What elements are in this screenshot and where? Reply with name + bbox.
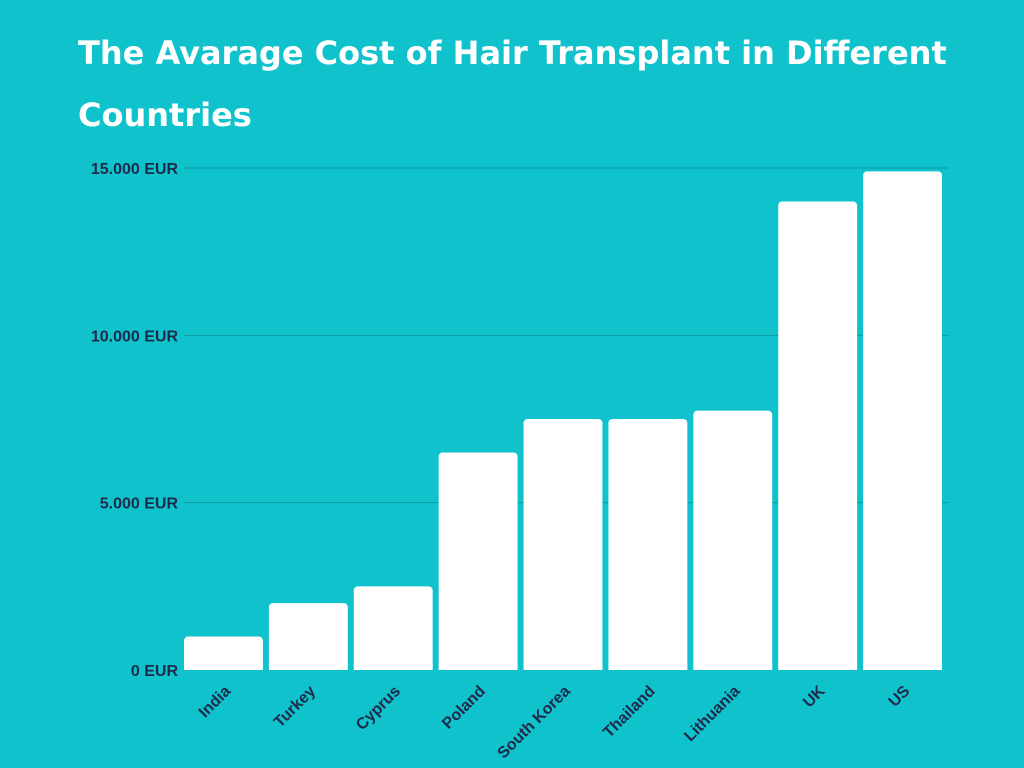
y-tick-label: 15.000 EUR — [91, 161, 179, 178]
bar-poland — [438, 452, 518, 670]
x-category-label: Poland — [439, 683, 489, 733]
x-category-label: Thailand — [600, 683, 659, 742]
bar-south-korea — [523, 419, 603, 670]
x-category-label: Turkey — [271, 683, 319, 731]
bar-thailand — [608, 419, 688, 670]
bar-base — [438, 664, 518, 670]
bar-base — [863, 664, 942, 670]
x-category-label: Lithuania — [681, 683, 743, 745]
bar-base — [268, 664, 348, 670]
x-axis-category-labels: India Turkey Cyprus Poland South Korea Thaila… — [196, 682, 914, 762]
bar-india — [184, 636, 263, 670]
bar-base — [608, 664, 688, 670]
x-category-label: South Korea — [495, 683, 574, 762]
bar-lithuania — [693, 410, 773, 670]
bar-base — [184, 664, 263, 670]
bar-base — [693, 664, 773, 670]
bar-turkey — [268, 603, 348, 670]
bar-base — [778, 664, 858, 670]
x-category-label: UK — [800, 682, 829, 711]
bar-us — [863, 171, 942, 670]
bars — [184, 171, 942, 670]
y-tick-label: 0 EUR — [131, 663, 179, 680]
x-category-label: India — [196, 683, 234, 721]
chart-title: The Avarage Cost of Hair Transplant in D… — [78, 34, 947, 134]
bar-cyprus — [353, 586, 433, 670]
y-tick-label: 5.000 EUR — [100, 496, 179, 513]
x-category-label: Cyprus — [353, 683, 404, 734]
bar-uk — [778, 201, 858, 670]
y-tick-label: 10.000 EUR — [91, 328, 179, 345]
bar-base — [523, 664, 603, 670]
bar-base — [353, 664, 433, 670]
y-axis-tick-labels: 0 EUR 5.000 EUR 10.000 EUR 15.000 EUR — [91, 161, 179, 680]
x-category-label: US — [886, 683, 914, 711]
